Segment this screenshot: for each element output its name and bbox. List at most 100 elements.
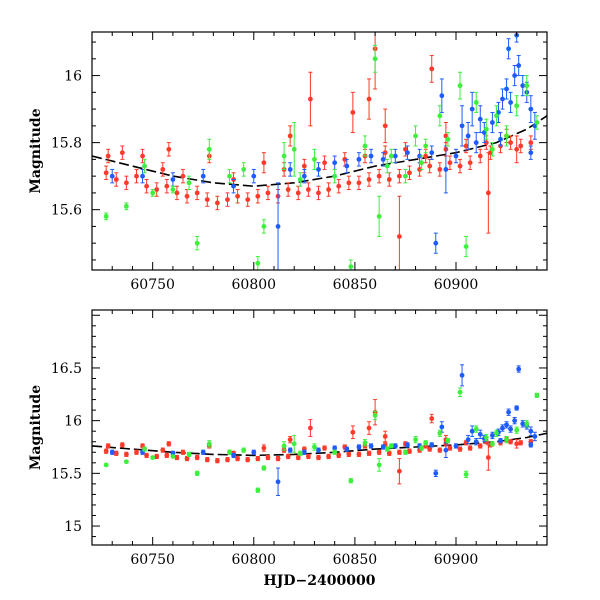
data-point bbox=[463, 244, 469, 249]
data-point bbox=[336, 453, 342, 458]
series-0 bbox=[103, 399, 534, 485]
data-point bbox=[366, 177, 372, 182]
data-point bbox=[427, 446, 433, 452]
data-point bbox=[429, 416, 435, 421]
data-point bbox=[342, 156, 348, 162]
data-point bbox=[417, 167, 422, 172]
data-point bbox=[214, 200, 220, 206]
data-point bbox=[382, 434, 388, 439]
data-point bbox=[123, 451, 129, 457]
data-point bbox=[305, 454, 311, 459]
data-point bbox=[245, 197, 251, 203]
data-point bbox=[105, 443, 111, 449]
data-point bbox=[312, 444, 317, 450]
data-point bbox=[134, 173, 139, 179]
data-point bbox=[350, 429, 356, 435]
data-point bbox=[287, 167, 293, 172]
data-point bbox=[427, 163, 433, 169]
data-point bbox=[366, 450, 372, 456]
data-point bbox=[392, 443, 398, 449]
data-point bbox=[356, 444, 362, 450]
data-point bbox=[241, 447, 247, 453]
data-point bbox=[194, 455, 200, 460]
data-point bbox=[437, 167, 443, 172]
data-point bbox=[312, 156, 317, 162]
data-point bbox=[396, 468, 402, 474]
data-point bbox=[344, 446, 350, 452]
axis-frame bbox=[91, 309, 548, 546]
data-point bbox=[285, 187, 291, 192]
data-point bbox=[251, 173, 257, 179]
data-point bbox=[457, 389, 463, 395]
data-point bbox=[356, 156, 362, 162]
data-point bbox=[160, 167, 166, 172]
data-point bbox=[419, 160, 425, 166]
x-tick-label: 60850 bbox=[333, 277, 378, 293]
data-point bbox=[376, 213, 382, 219]
data-point bbox=[429, 442, 435, 448]
data-point bbox=[506, 409, 511, 415]
data-point bbox=[348, 264, 354, 270]
data-point bbox=[490, 441, 495, 447]
data-point bbox=[316, 447, 321, 453]
data-point bbox=[423, 440, 429, 446]
data-point bbox=[166, 146, 172, 152]
data-point bbox=[439, 424, 445, 430]
data-point bbox=[485, 190, 491, 196]
series-1 bbox=[109, 364, 538, 496]
data-point bbox=[396, 234, 402, 239]
data-point bbox=[459, 123, 465, 129]
data-point bbox=[123, 459, 129, 465]
series-1 bbox=[109, 32, 538, 270]
data-point bbox=[362, 143, 368, 149]
data-point bbox=[225, 197, 230, 203]
data-point bbox=[407, 448, 412, 454]
data-point bbox=[403, 173, 408, 179]
y-axis-title: Magnitude bbox=[28, 385, 44, 470]
data-point bbox=[463, 471, 469, 477]
data-point bbox=[150, 455, 156, 460]
data-point bbox=[275, 479, 281, 485]
data-point bbox=[469, 106, 475, 112]
series-2 bbox=[103, 387, 540, 493]
data-point bbox=[380, 444, 386, 450]
y-tick-label: 15.8 bbox=[51, 136, 82, 152]
data-point bbox=[316, 190, 321, 196]
data-point bbox=[164, 453, 170, 458]
data-point bbox=[285, 454, 291, 459]
data-point bbox=[518, 440, 524, 446]
y-tick-label: 15.5 bbox=[51, 466, 82, 482]
data-point bbox=[518, 143, 524, 149]
data-point bbox=[524, 421, 530, 427]
data-point bbox=[494, 430, 499, 436]
data-point bbox=[447, 445, 453, 451]
data-point bbox=[332, 449, 338, 455]
data-point bbox=[382, 150, 388, 156]
y-tick-label: 15.6 bbox=[51, 203, 82, 219]
data-point bbox=[174, 455, 180, 460]
panel-bottom: 60750 60800 60850 60900 15 15.5 16 16.5 Magnitud… bbox=[28, 309, 548, 589]
data-point bbox=[384, 446, 390, 452]
data-point bbox=[457, 163, 463, 169]
data-point bbox=[119, 150, 125, 156]
data-point bbox=[477, 116, 483, 122]
data-point bbox=[407, 170, 412, 176]
data-point bbox=[287, 437, 293, 443]
data-point bbox=[459, 372, 465, 378]
data-point bbox=[350, 110, 356, 115]
x-tick-label: 60900 bbox=[434, 277, 479, 293]
data-point bbox=[164, 183, 170, 189]
data-point bbox=[281, 443, 287, 449]
panel-top: 60750 60800 60850 60900 15.6 15.8 16 Magnitude bbox=[28, 31, 548, 293]
data-point bbox=[494, 113, 499, 119]
data-point bbox=[514, 103, 520, 109]
data-point bbox=[113, 177, 119, 182]
data-point bbox=[512, 418, 518, 424]
data-point bbox=[225, 457, 230, 463]
data-point bbox=[437, 430, 443, 436]
data-point bbox=[514, 427, 520, 433]
data-point bbox=[275, 224, 281, 229]
data-point bbox=[346, 180, 352, 186]
data-point bbox=[214, 458, 220, 464]
data-point bbox=[514, 441, 520, 447]
